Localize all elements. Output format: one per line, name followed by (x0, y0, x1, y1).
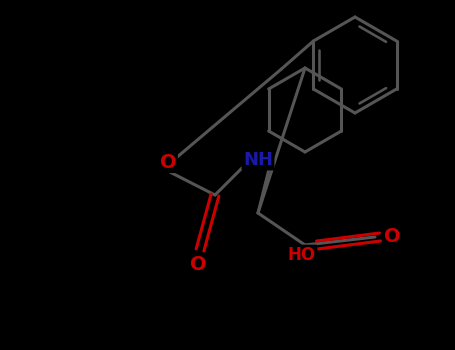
Text: O: O (160, 153, 177, 172)
Text: O: O (384, 228, 400, 246)
Text: HO: HO (288, 246, 316, 264)
Text: NH: NH (243, 151, 273, 169)
Text: O: O (190, 254, 206, 273)
